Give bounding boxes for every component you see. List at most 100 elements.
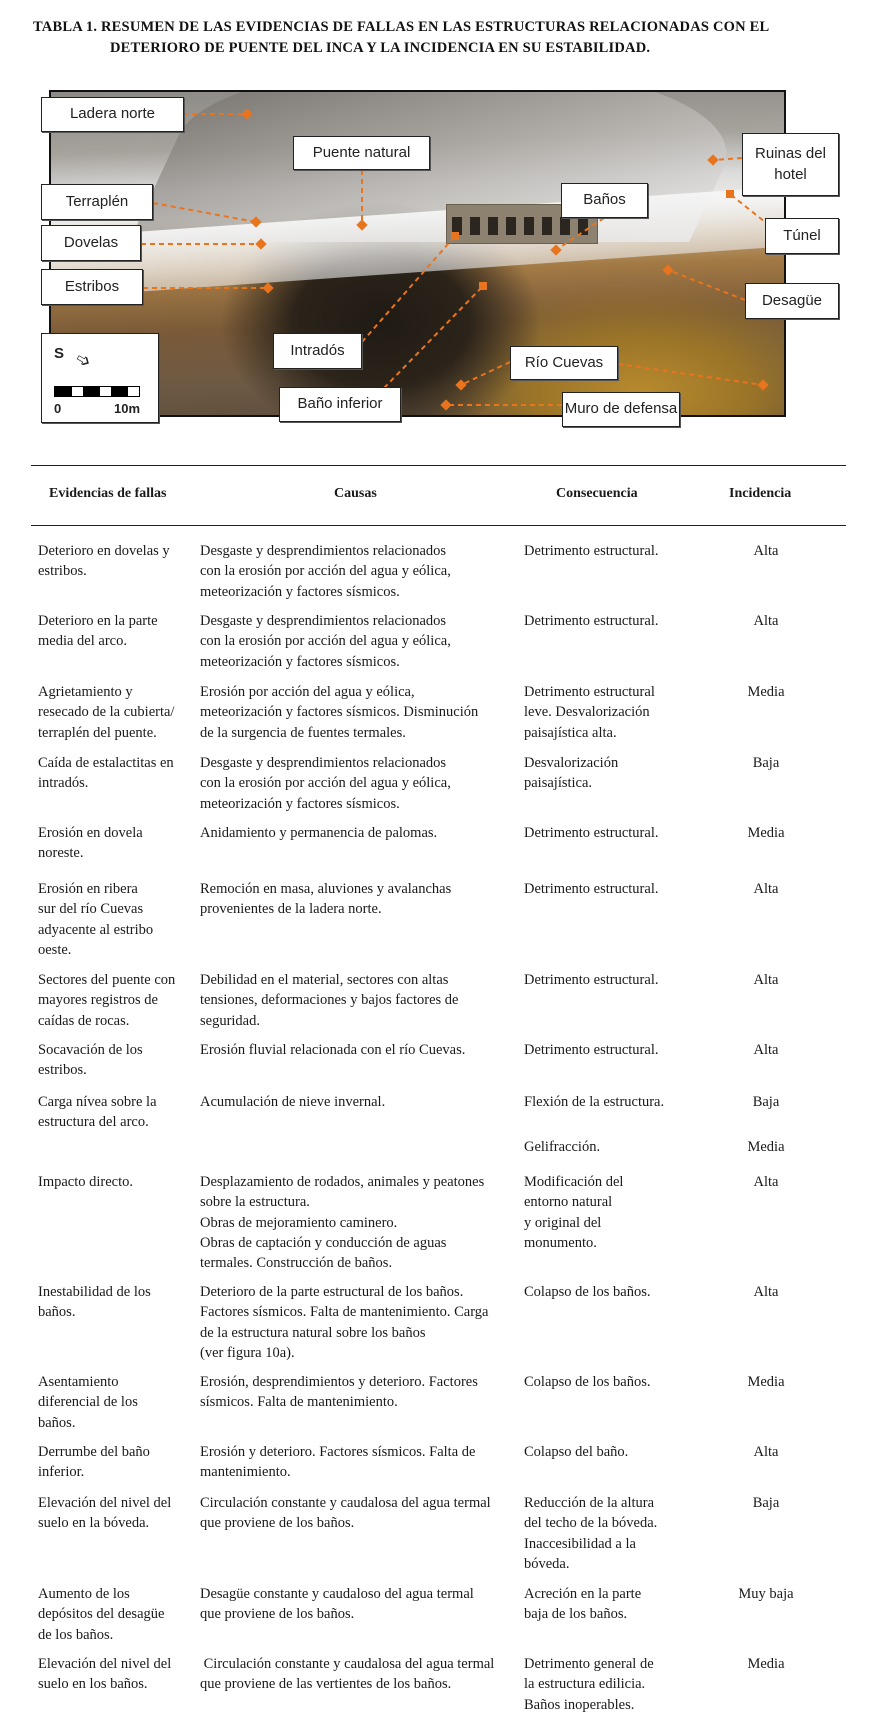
cell-line: Deterioro de la parte estructural de los… (200, 1284, 464, 1300)
cell-line: Detrimento estructural. (524, 881, 659, 897)
cell-consecuencia: Flexión de la estructura. (524, 1092, 664, 1112)
cell-line: Factores sísmicos. Falta de mantenimient… (200, 1304, 489, 1321)
header-bottom-rule (31, 525, 846, 526)
cell-evidencia: Carga nívea sobre la estructura del arco. (38, 1092, 157, 1133)
cell-evidencia: Elevación del nivel del suelo en la bóved… (38, 1493, 171, 1534)
label-intrados: Intradós (273, 333, 362, 369)
cell-consecuencia: Colapso del baño. (524, 1442, 628, 1462)
cell-line: Circulación constante y caudalosa del ag… (200, 1656, 495, 1672)
cell-causas: Desgaste y desprendimientos relacionados… (200, 541, 451, 602)
header-consecuencia: Consecuencia (556, 486, 638, 501)
cell-line: resecado de la cubierta/ (38, 704, 175, 721)
cell-line: Detrimento estructural. (524, 972, 659, 988)
cell-consecuencia: Colapso de los baños. (524, 1282, 650, 1302)
cell-line: seguridad. (200, 1012, 260, 1029)
cell-line: Elevación del nivel del (38, 1656, 172, 1672)
cell-line: del techo de la bóveda. (524, 1515, 658, 1532)
cell-causas: Deterioro de la parte estructural de los… (200, 1282, 488, 1363)
cell-line: intradós. (38, 775, 89, 792)
cell-incidencia: Muy baja (738, 1586, 794, 1602)
cell-line: paisajística alta. (524, 724, 617, 741)
cell-line: provenientes de la ladera norte. (200, 901, 382, 918)
cell-consecuencia: Reducción de la altura del techo de la bó… (524, 1493, 657, 1574)
cell-line: Detrimento estructural. (524, 825, 659, 841)
cell-line: tensiones, deformaciones y bajos factore… (200, 992, 459, 1009)
cell-line: Desagüe constante y caudaloso del agua t… (200, 1586, 474, 1602)
cell-incidencia: Alta (753, 972, 779, 988)
label-banos: Baños (561, 183, 648, 218)
cell-line: baja de los baños. (524, 1606, 628, 1623)
cell-line: Desvalorización (524, 755, 619, 771)
cell-consecuencia: Detrimento estructural. (524, 1040, 658, 1060)
cell-line: Caída de estalactitas en (38, 755, 174, 771)
cell-line: (ver figura 10a). (200, 1344, 295, 1361)
cell-consecuencia: Modificación del entorno natural y origina… (524, 1172, 623, 1253)
cell-line: caídas de rocas. (38, 1012, 130, 1029)
cell-evidencia: Derrumbe del baño inferior. (38, 1442, 150, 1483)
label-muro-defensa: Muro de defensa (562, 392, 680, 427)
cell-causas: Circulación constante y caudalosa del ag… (200, 1493, 491, 1534)
cell-line: con la erosión por acción del agua y eól… (200, 633, 451, 650)
cell-line: Debilidad en el material, sectores con a… (200, 972, 449, 988)
cell-line: oeste. (38, 941, 72, 958)
cell-causas: Erosión por acción del agua y eólica, met… (200, 682, 478, 743)
cell-line: Erosión en ribera (38, 881, 138, 897)
cell-line: meteorización y factores sísmicos. (200, 653, 400, 670)
scale-north-box: S ➩ 0 10m (41, 333, 159, 423)
cell-causas: Erosión fluvial relacionada con el río C… (200, 1040, 465, 1060)
cell-line: mayores registros de (38, 992, 158, 1009)
cell-causas: Anidamiento y permanencia de palomas. (200, 823, 437, 843)
cell-incidencia: Baja (752, 1094, 780, 1110)
cell-line: Erosión, desprendimientos y deterioro. F… (200, 1374, 478, 1390)
cell-causas: Circulación constante y caudalosa del ag… (200, 1654, 494, 1695)
cell-consecuencia: Detrimento estructural. (524, 541, 658, 561)
cell-line: Acumulación de nieve invernal. (200, 1094, 386, 1110)
cell-line: diferencial de los (38, 1394, 138, 1411)
header-incidencia: Incidencia (729, 486, 792, 501)
cell-incidencia: Media (747, 825, 785, 841)
cell-line: suelo en los baños. (38, 1676, 148, 1693)
cell-incidencia: Baja (752, 1495, 780, 1511)
cell-line: Desgaste y desprendimientos relacionados (200, 613, 447, 629)
cell-incidencia: Alta (753, 543, 779, 559)
cell-line: Modificación del (524, 1174, 624, 1190)
cell-line: con la erosión por acción del agua y eól… (200, 775, 451, 792)
cell-line: y original del (524, 1214, 602, 1231)
cell-line: Inaccesibilidad a la (524, 1535, 636, 1552)
cell-incidencia: Alta (753, 881, 779, 897)
table-top-rule (31, 465, 846, 466)
cell-line: Elevación del nivel del (38, 1495, 172, 1511)
cell-line: Asentamiento (38, 1374, 119, 1390)
cell-line: Impacto directo. (38, 1174, 134, 1190)
cell-line: inferior. (38, 1464, 85, 1481)
cell-line: Detrimento estructural (524, 684, 655, 700)
cell-incidencia: Alta (753, 1174, 779, 1190)
cell-line: Circulación constante y caudalosa del ag… (200, 1495, 491, 1511)
cell-incidencia: Alta (753, 1444, 779, 1460)
cell-evidencia: Erosión en ribera sur del río Cuevas adyac… (38, 879, 153, 960)
cell-evidencia: Agrietamiento y resecado de la cubierta/t… (38, 682, 174, 743)
cell-line: depósitos del desagüe (38, 1606, 165, 1623)
cell-evidencia: Impacto directo. (38, 1172, 133, 1192)
cell-line: Agrietamiento y (38, 684, 133, 700)
cell-line: con la erosión por acción del agua y eól… (200, 563, 451, 580)
cell-line: noreste. (38, 845, 84, 862)
cell-evidencia: Sectores del puente con mayores registros… (38, 970, 175, 1031)
cell-line: Detrimento estructural. (524, 1042, 659, 1058)
cell-consecuencia: Detrimento estructural. (524, 970, 658, 990)
scale-bar (54, 386, 140, 397)
cell-line: Detrimento general de (524, 1656, 654, 1672)
cell-line: Socavación de los (38, 1042, 143, 1058)
cell-line: paisajística. (524, 775, 593, 792)
cell-line: sísmicos. Falta de mantenimiento. (200, 1394, 398, 1411)
cell-line: la estructura edilicia. (524, 1676, 646, 1693)
cell-line: Inestabilidad de los (38, 1284, 151, 1300)
cell-incidencia: Alta (753, 1042, 779, 1058)
cell-line: adyacente al estribo (38, 921, 154, 938)
north-arrow-icon: ➩ (72, 347, 96, 373)
cell-line: Erosión por acción del agua y eólica, (200, 684, 415, 700)
cell-line: Erosión en dovela (38, 825, 143, 841)
cell-evidencia: Erosión en dovela noreste. (38, 823, 143, 864)
cell-line: Acreción en la parte (524, 1586, 642, 1602)
cell-line: Baños inoperables. (524, 1696, 635, 1713)
